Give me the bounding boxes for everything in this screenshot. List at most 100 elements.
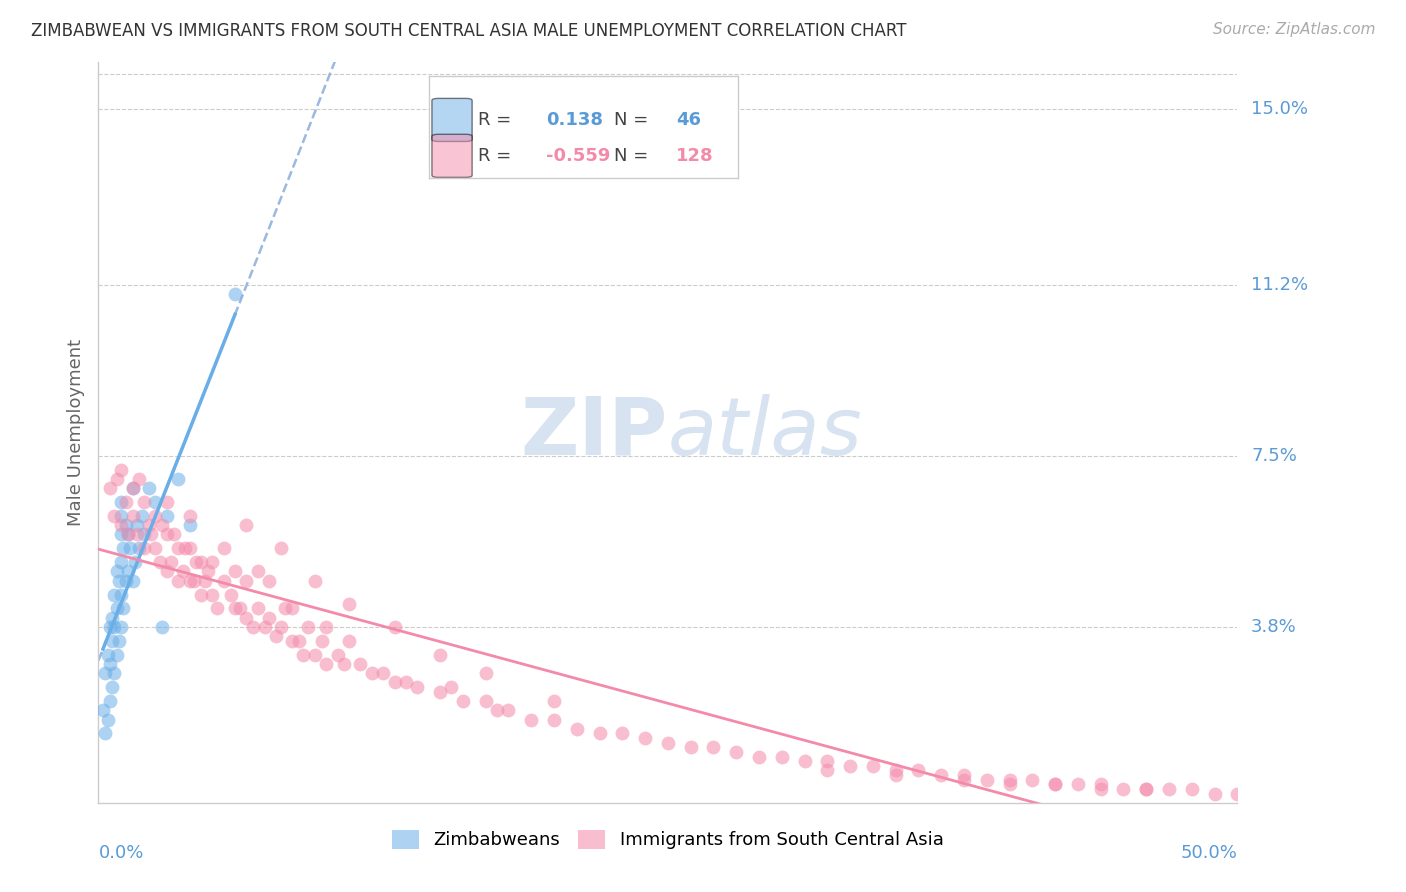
- Text: 0.0%: 0.0%: [98, 844, 143, 862]
- Point: [246, 565, 269, 579]
- Point: [371, 666, 394, 681]
- Point: [112, 541, 135, 556]
- Point: [588, 726, 610, 740]
- Point: [770, 749, 793, 764]
- Legend: Zimbabweans, Immigrants from South Central Asia: Zimbabweans, Immigrants from South Centr…: [385, 823, 950, 856]
- Point: [96, 713, 118, 727]
- Point: [1226, 787, 1249, 801]
- Point: [160, 555, 183, 569]
- Point: [201, 555, 224, 569]
- Point: [105, 565, 128, 579]
- Point: [224, 286, 246, 301]
- Point: [929, 768, 952, 782]
- Point: [292, 648, 315, 662]
- Point: [110, 555, 132, 569]
- Point: [543, 713, 565, 727]
- Point: [612, 726, 634, 740]
- Point: [748, 749, 770, 764]
- Point: [101, 610, 124, 624]
- Y-axis label: Male Unemployment: Male Unemployment: [66, 339, 84, 526]
- Text: ZIMBABWEAN VS IMMIGRANTS FROM SOUTH CENTRAL ASIA MALE UNEMPLOYMENT CORRELATION C: ZIMBABWEAN VS IMMIGRANTS FROM SOUTH CENT…: [31, 22, 907, 40]
- Text: Source: ZipAtlas.com: Source: ZipAtlas.com: [1212, 22, 1375, 37]
- Point: [145, 495, 167, 509]
- Point: [150, 518, 173, 533]
- Point: [349, 657, 371, 671]
- Point: [94, 666, 117, 681]
- Point: [98, 481, 121, 495]
- Point: [167, 574, 190, 588]
- Point: [634, 731, 657, 745]
- Point: [333, 657, 356, 671]
- Point: [793, 754, 815, 768]
- Point: [326, 648, 349, 662]
- Point: [1067, 777, 1090, 791]
- Point: [101, 680, 124, 694]
- Point: [110, 495, 132, 509]
- Point: [103, 620, 125, 634]
- Point: [429, 648, 451, 662]
- Point: [219, 588, 242, 602]
- Point: [114, 495, 136, 509]
- Text: 50.0%: 50.0%: [1181, 844, 1237, 862]
- Point: [105, 648, 128, 662]
- Point: [145, 541, 167, 556]
- Point: [212, 541, 235, 556]
- Point: [953, 772, 976, 787]
- Point: [156, 527, 179, 541]
- Point: [120, 541, 142, 556]
- Point: [127, 518, 149, 533]
- Point: [1135, 781, 1157, 796]
- Point: [101, 633, 124, 648]
- Point: [110, 588, 132, 602]
- Point: [384, 620, 406, 634]
- Text: 15.0%: 15.0%: [1251, 100, 1308, 118]
- Point: [156, 495, 179, 509]
- Point: [179, 574, 201, 588]
- Point: [337, 633, 360, 648]
- Point: [121, 481, 143, 495]
- Point: [907, 764, 929, 778]
- Point: [98, 694, 121, 708]
- Point: [91, 703, 114, 717]
- Text: -0.559: -0.559: [547, 147, 610, 165]
- Point: [117, 527, 139, 541]
- Point: [315, 657, 337, 671]
- Point: [270, 541, 292, 556]
- Point: [132, 527, 155, 541]
- Point: [259, 574, 281, 588]
- Point: [138, 481, 160, 495]
- Point: [337, 597, 360, 611]
- Point: [242, 620, 264, 634]
- Point: [224, 601, 246, 615]
- Point: [1112, 781, 1135, 796]
- Point: [395, 675, 418, 690]
- Point: [98, 620, 121, 634]
- Point: [384, 675, 406, 690]
- Point: [132, 541, 155, 556]
- Point: [998, 777, 1021, 791]
- Point: [304, 648, 326, 662]
- Point: [297, 620, 319, 634]
- Point: [998, 772, 1021, 787]
- Point: [117, 527, 139, 541]
- Point: [114, 574, 136, 588]
- Point: [884, 764, 907, 778]
- Point: [194, 574, 217, 588]
- Text: 0.138: 0.138: [547, 111, 603, 129]
- Point: [281, 601, 304, 615]
- Point: [235, 610, 257, 624]
- Point: [103, 666, 125, 681]
- Point: [108, 633, 131, 648]
- Text: atlas: atlas: [668, 393, 863, 472]
- Point: [121, 481, 143, 495]
- Point: [190, 588, 212, 602]
- Point: [190, 555, 212, 569]
- Point: [139, 527, 162, 541]
- Point: [197, 565, 219, 579]
- Point: [288, 633, 311, 648]
- Point: [1181, 781, 1204, 796]
- Point: [270, 620, 292, 634]
- Point: [304, 574, 326, 588]
- Point: [1090, 777, 1112, 791]
- Point: [103, 508, 125, 523]
